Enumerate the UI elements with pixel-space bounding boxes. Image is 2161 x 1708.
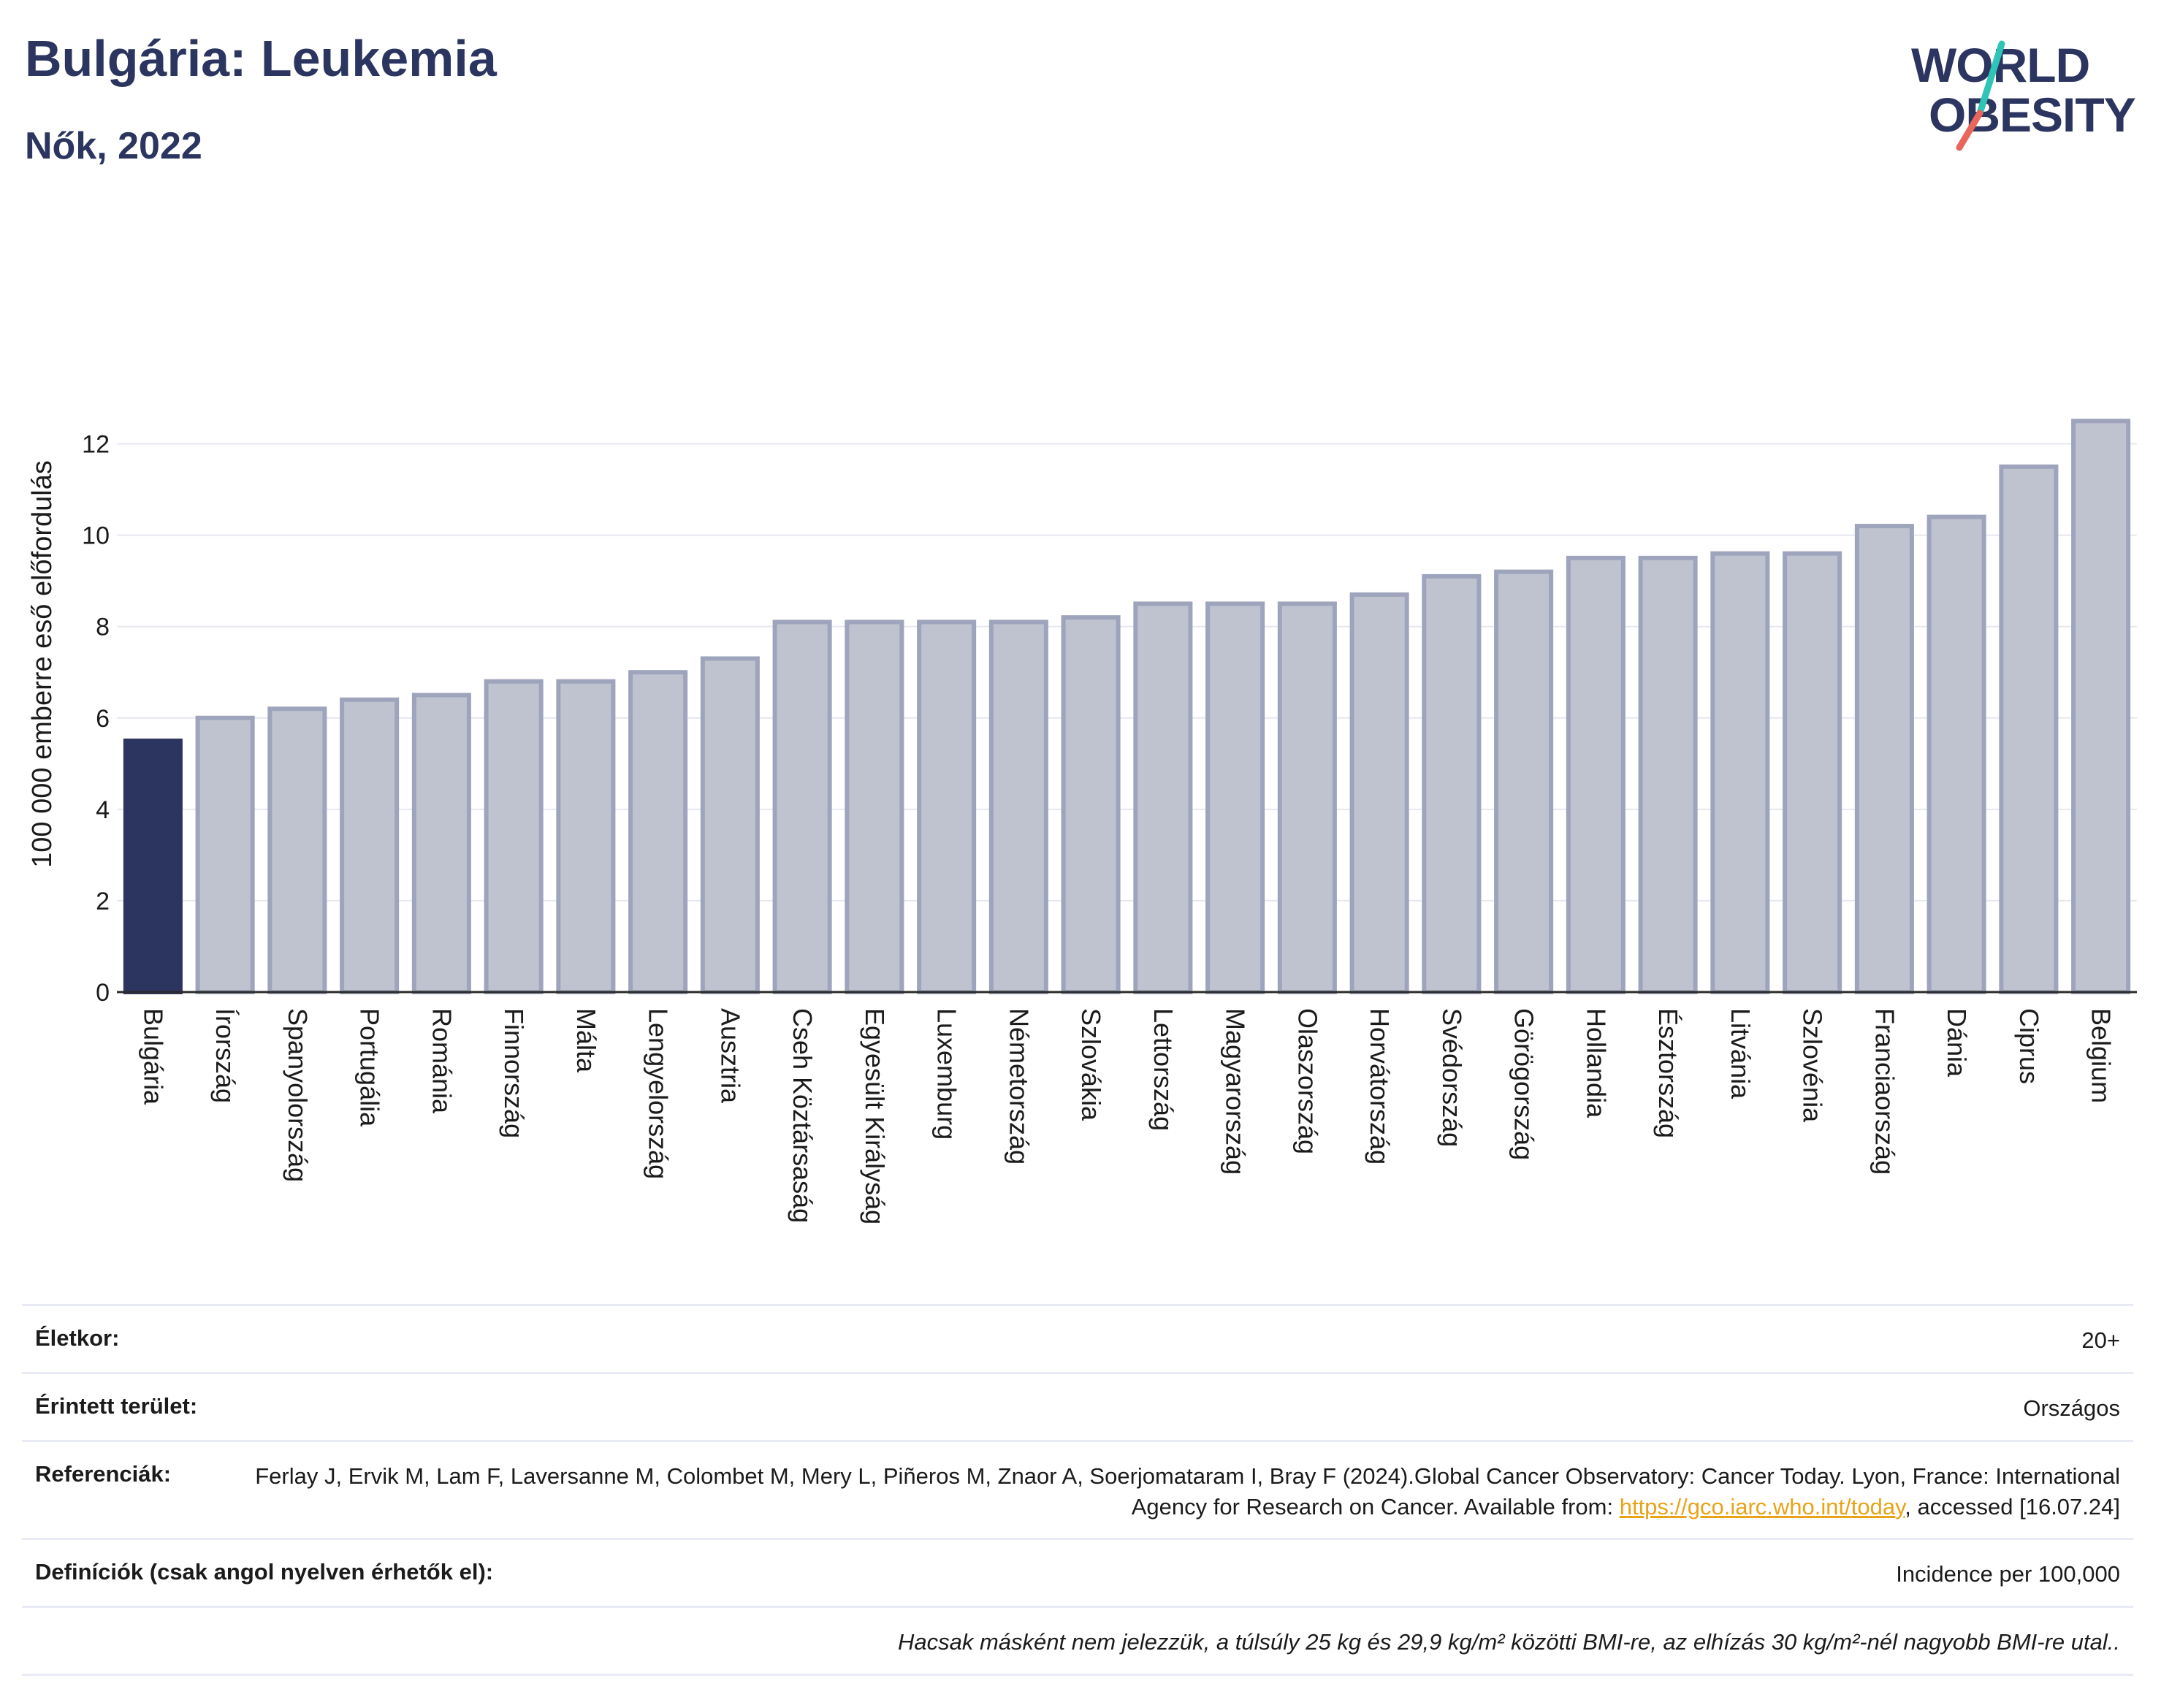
definitions-label: Definíciók (csak angol nyelven érhetők e…	[35, 1559, 494, 1585]
bar-Lettország	[1133, 601, 1193, 994]
x-tick-label: Lengyelország	[644, 1008, 674, 1179]
age-row: Életkor: 20+	[22, 1304, 2133, 1372]
bar-Észtország	[1638, 555, 1698, 995]
y-tick-label: 10	[82, 522, 110, 550]
bar-Görögország	[1494, 569, 1554, 994]
logo-line2: OBESITY	[1929, 88, 2135, 142]
bar-Horvátország	[1349, 592, 1409, 994]
x-tick-label: Málta	[571, 1008, 601, 1073]
y-tick-label: 8	[96, 614, 110, 641]
references-accessed: , accessed [16.07.24]	[1905, 1493, 2120, 1520]
bar-Lengyelország	[628, 670, 688, 994]
y-tick-label: 0	[96, 979, 110, 1007]
bar-Szlovénia	[1783, 551, 1842, 995]
age-label: Életkor:	[35, 1325, 120, 1351]
y-tick-label: 4	[96, 796, 110, 824]
bar-Litvánia	[1710, 551, 1770, 995]
definitions-row: Definíciók (csak angol nyelven érhetők e…	[22, 1538, 2133, 1606]
bar-Németország	[988, 619, 1048, 995]
x-tick-label: Luxemburg	[932, 1008, 962, 1140]
y-tick-label: 6	[96, 705, 110, 733]
bar-Svédország	[1422, 573, 1482, 994]
x-tick-label: Egyesült Királyság	[860, 1008, 890, 1224]
bar-Olaszország	[1277, 601, 1337, 994]
area-value: Országos	[2023, 1395, 2120, 1421]
x-tick-label: Belgium	[2086, 1008, 2116, 1103]
references-link[interactable]: https://gco.iarc.who.int/today	[1619, 1493, 1905, 1520]
x-tick-label: Görögország	[1509, 1008, 1539, 1160]
y-tick-label: 12	[82, 431, 110, 459]
x-tick-label: Cseh Köztársaság	[788, 1008, 817, 1223]
bar-Írország	[195, 715, 255, 994]
references-row: Referenciák: Ferlay J, Ervik M, Lam F, L…	[22, 1439, 2133, 1539]
page-title: Bulgária: Leukemia	[25, 30, 497, 87]
bar-Egyesült Királyság	[845, 619, 904, 995]
bar-Franciaország	[1854, 524, 1914, 995]
x-tick-label: Ciprus	[2014, 1008, 2044, 1084]
footnote: Hacsak másként nem jelezzük, a túlsúly 2…	[898, 1629, 2120, 1655]
x-tick-label: Olaszország	[1292, 1008, 1322, 1154]
bar-Portugália	[340, 697, 400, 994]
bar-Finnország	[484, 679, 544, 994]
x-tick-label: Németország	[1004, 1008, 1034, 1164]
x-tick-label: Svédország	[1437, 1008, 1467, 1147]
bars	[123, 419, 2131, 995]
y-axis-ticks: 0 2 4 6 8 10 12	[82, 431, 110, 1007]
bar-Spanyolország	[267, 706, 327, 994]
definitions-value: Incidence per 100,000	[1896, 1561, 2120, 1587]
area-label: Érintett terület:	[35, 1392, 198, 1419]
bar-Luxemburg	[917, 619, 977, 995]
metadata-table: Életkor: 20+ Érintett terület: Országos …	[22, 1304, 2133, 1677]
x-tick-label: Írország	[210, 1008, 240, 1103]
bar-Belgium	[2071, 419, 2131, 994]
area-row: Érintett terület: Országos	[22, 1371, 2133, 1440]
x-tick-label: Hollandia	[1581, 1008, 1611, 1118]
bar-Románia	[411, 693, 471, 994]
x-tick-label: Litvánia	[1726, 1008, 1756, 1099]
bar-Bulgária	[123, 739, 183, 994]
page-subtitle: Nők, 2022	[25, 125, 202, 167]
x-tick-label: Szlovákia	[1076, 1008, 1106, 1121]
references-label: Referenciák:	[35, 1460, 172, 1487]
bar-Dánia	[1926, 514, 1986, 995]
bar-Magyarország	[1205, 601, 1265, 994]
y-tick-label: 2	[96, 888, 110, 915]
x-tick-label: Bulgária	[138, 1008, 168, 1105]
note-row: Hacsak másként nem jelezzük, a túlsúly 2…	[22, 1606, 2133, 1674]
bar-Ciprus	[1999, 464, 2059, 994]
x-tick-label: Magyarország	[1221, 1008, 1251, 1175]
references-text: Ferlay J, Ervik M, Lam F, Laversanne M, …	[255, 1463, 2120, 1520]
y-axis-title: 100 000 emberre eső előfordulás	[27, 460, 58, 868]
world-obesity-logo: WORLD OBESITY	[1911, 38, 2136, 151]
age-value: 20+	[2081, 1327, 2120, 1353]
logo-slash-teal	[1976, 40, 2005, 117]
x-tick-label: Románia	[427, 1008, 457, 1114]
bar-Hollandia	[1566, 555, 1625, 995]
x-tick-label: Franciaország	[1870, 1008, 1899, 1175]
bar-Cseh Köztársaság	[772, 619, 832, 995]
x-tick-label: Dánia	[1942, 1008, 1972, 1078]
x-tick-label: Spanyolország	[283, 1008, 313, 1182]
x-tick-label: Finnország	[499, 1008, 529, 1138]
x-tick-label: Szlovénia	[1798, 1008, 1828, 1123]
table-bottom-rule	[22, 1674, 2133, 1677]
x-tick-label: Lettország	[1148, 1008, 1178, 1131]
x-tick-label: Észtország	[1653, 1008, 1683, 1138]
bar-Szlovákia	[1061, 615, 1121, 994]
x-tick-label: Ausztria	[715, 1008, 745, 1104]
bar-Ausztria	[700, 656, 760, 994]
logo-slash-coral	[1956, 110, 1983, 151]
x-tick-label: Horvátország	[1365, 1008, 1395, 1164]
x-tick-label: Portugália	[355, 1008, 385, 1127]
x-axis-labels: Bulgária Írország Spanyolország Portugália R…	[138, 1008, 2116, 1224]
bar-chart: 0 2 4 6 8 10 12 Bulgária Írország Spanyolország P…	[27, 419, 2137, 1224]
bar-Málta	[556, 679, 616, 994]
references-value: Ferlay J, Ervik M, Lam F, Laversanne M, …	[215, 1461, 2120, 1522]
